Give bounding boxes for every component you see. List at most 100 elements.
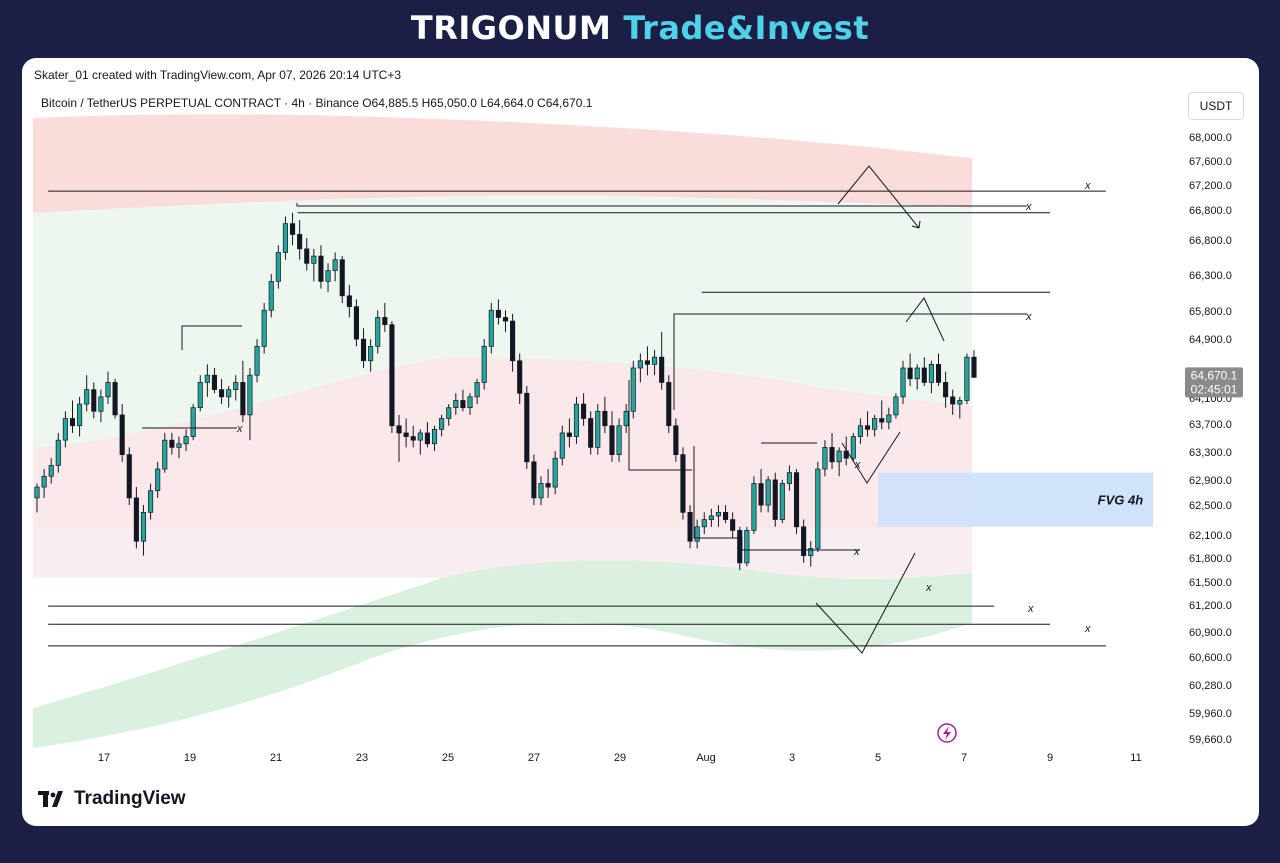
y-tick-label: 66,300.0 [1189, 270, 1232, 282]
candle-body [595, 410, 601, 448]
candle-body [339, 259, 345, 297]
currency-button[interactable]: USDT [1188, 92, 1244, 120]
candle-body [226, 389, 232, 398]
candle-body [758, 483, 764, 506]
candle-body [914, 367, 920, 380]
brand-main: TRIGONUM [410, 9, 612, 47]
candle-body [872, 418, 878, 430]
candle-body [289, 223, 296, 235]
candle-body [765, 479, 771, 506]
y-tick-label: 59,960.0 [1189, 708, 1232, 720]
projection-arrow [841, 431, 901, 484]
candle-body [41, 475, 47, 488]
candle-body [155, 468, 161, 492]
price-chart[interactable]: 68,000.0 67,600.0 67,200.0 66,800.0 66,800.0… [22, 58, 1259, 826]
level-end-mark: x [1025, 201, 1032, 213]
candle-body [950, 396, 956, 405]
candle-body [148, 490, 154, 513]
candle-body [609, 425, 615, 455]
y-tick-label: 60,280.0 [1189, 680, 1232, 692]
candle-body [169, 439, 175, 448]
candle-body [403, 432, 409, 437]
level-end-mark: x [1027, 603, 1034, 615]
last-price-value: 64,670.1 [1191, 368, 1238, 382]
projection-arrow [837, 165, 920, 229]
candle-body [162, 439, 168, 470]
candle-body [453, 400, 459, 409]
footer-logo-text: TradingView [74, 788, 186, 809]
candle-body [517, 360, 523, 394]
x-tick-label: 21 [270, 752, 282, 764]
x-tick-label: 11 [1130, 752, 1141, 764]
candle-body [240, 382, 246, 416]
candle-body [659, 356, 665, 383]
y-tick-label: 60,600.0 [1189, 652, 1232, 664]
candle-body [715, 511, 722, 517]
candle-body [495, 309, 501, 318]
candle-body [744, 530, 750, 564]
candle-body [176, 443, 182, 448]
tradingview-logo: TradingView [38, 788, 186, 810]
candle-body [396, 425, 402, 434]
candle-body [801, 526, 807, 557]
candle-body [928, 364, 934, 383]
candle-body [730, 519, 736, 531]
candle-body [282, 223, 288, 253]
x-tick-label: 9 [1047, 752, 1053, 764]
candle-body [602, 410, 608, 427]
y-tick-label: 62,900.0 [1189, 475, 1232, 487]
candle-body [581, 403, 587, 419]
candle-body [644, 360, 651, 365]
candle-body [91, 389, 97, 412]
candle-body [368, 345, 374, 362]
structure-line [761, 442, 817, 444]
y-tick-label: 61,800.0 [1189, 553, 1232, 565]
candle-body [864, 425, 871, 430]
candle-body [34, 486, 40, 499]
tradingview-logo-icon [38, 791, 63, 807]
chart-credit: Skater_01 created with TradingView.com, … [34, 68, 401, 82]
candle-body [431, 428, 438, 445]
candle-body [197, 382, 203, 409]
y-tick-label: 60,900.0 [1189, 627, 1232, 639]
candle-body [957, 400, 963, 405]
candle-body [55, 439, 61, 466]
y-tick-label: 59,660.0 [1189, 734, 1232, 746]
structure-line [296, 203, 1027, 207]
y-tick-label: 64,900.0 [1189, 334, 1232, 346]
candle-body [510, 320, 516, 362]
candle-body [481, 345, 487, 383]
candle-body [439, 418, 445, 430]
candle-body [48, 465, 54, 477]
candle-body [786, 472, 792, 484]
level-end-mark: x [925, 582, 932, 594]
candle-body [261, 309, 267, 347]
middle-band-pink [33, 357, 972, 578]
y-tick-label: 61,500.0 [1189, 577, 1232, 589]
candle-body [673, 425, 679, 455]
y-tick-label: 66,800.0 [1189, 205, 1232, 217]
candle-body [488, 309, 494, 347]
candle-body [98, 396, 104, 412]
candle-body [737, 530, 743, 564]
candle-body [183, 436, 189, 445]
candle-body [935, 364, 942, 383]
candle-body [332, 259, 338, 271]
candle-body [524, 392, 530, 463]
y-tick-label: 67,600.0 [1189, 156, 1232, 168]
structure-line [693, 446, 860, 551]
candle-body [566, 432, 572, 437]
candle-body [680, 454, 686, 513]
candle-body [531, 461, 537, 499]
candle-body [474, 382, 480, 398]
candle-body [545, 483, 551, 488]
candle-body [616, 425, 622, 455]
candle-body [559, 432, 565, 459]
candle-body [964, 356, 970, 401]
candle-body [353, 306, 359, 340]
candle-body [708, 515, 714, 520]
candle-body [219, 389, 225, 398]
level-end-mark: x [1025, 311, 1032, 323]
x-tick-label: 5 [875, 752, 881, 764]
candle-body [382, 317, 388, 326]
